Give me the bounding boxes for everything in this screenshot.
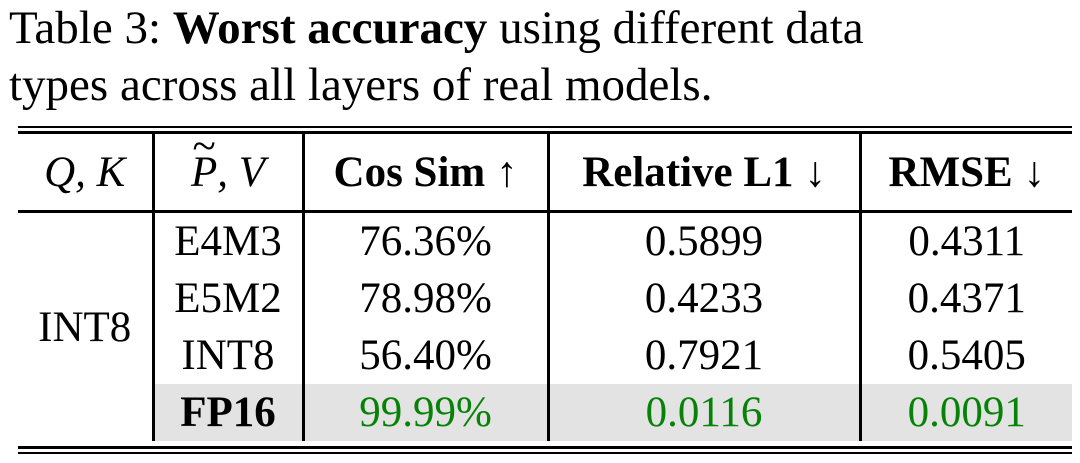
column-header-cos-sim: Cos Sim ↑ <box>301 134 548 213</box>
dtype-cell: E4M3 <box>151 211 303 270</box>
down-arrow-icon: ↓ <box>1023 148 1045 196</box>
dtype-cell: INT8 <box>151 327 303 384</box>
caption-prefix: Table 3: <box>9 2 173 54</box>
down-arrow-icon: ↓ <box>804 148 826 196</box>
p-tilde-symbol: ~ P <box>190 125 218 197</box>
caption-suffix: using different data <box>487 2 864 54</box>
p-char: P <box>190 148 218 196</box>
cos-sim-cell: 76.36% <box>301 211 548 270</box>
accuracy-table: Q, K ~ P, V Cos Sim ↑ Relative L1 ↓ RMSE … <box>18 125 1072 441</box>
column-header-relative-l1: Relative L1 ↓ <box>546 134 860 213</box>
table-bottom-rule <box>18 446 1072 454</box>
dtype-cell: E5M2 <box>151 270 303 327</box>
rmse-cell: 0.0091 <box>858 384 1072 441</box>
table-row-e5m2: E5M2 78.98% 0.4233 0.4371 <box>18 270 1072 327</box>
column-header-qk: Q, K <box>18 134 153 213</box>
tilde-accent: ~ <box>192 123 216 171</box>
table-row-fp16-highlighted: FP16 99.99% 0.0116 0.0091 <box>18 384 1072 441</box>
dtype-cell: FP16 <box>151 384 303 441</box>
relative-l1-cell: 0.5899 <box>546 211 860 270</box>
column-header-pv: ~ P, V <box>151 125 303 213</box>
rmse-cell: 0.4311 <box>858 211 1072 270</box>
results-table: Q, K ~ P, V Cos Sim ↑ Relative L1 ↓ RMSE … <box>18 125 1072 454</box>
caption-line-1: Table 3: Worst accuracy using different … <box>9 0 864 57</box>
rmse-label: RMSE <box>888 148 1013 196</box>
relative-l1-cell: 0.7921 <box>546 327 860 384</box>
cos-sim-cell: 78.98% <box>301 270 548 327</box>
table-top-rule <box>18 126 1072 134</box>
cos-sim-cell: 99.99% <box>301 384 548 441</box>
caption-line-2: types across all layers of real models. <box>9 59 713 111</box>
column-header-rmse: RMSE ↓ <box>858 134 1072 213</box>
relative-l1-cell: 0.4233 <box>546 270 860 327</box>
relative-l1-label: Relative L1 <box>582 148 794 196</box>
table-caption: Table 3: Worst accuracy using different … <box>9 0 864 114</box>
table-row-e4m3: INT8 E4M3 76.36% 0.5899 0.4311 <box>18 211 1072 351</box>
header-row: Q, K ~ P, V Cos Sim ↑ Relative L1 ↓ RMSE … <box>18 125 1072 213</box>
row-group-label-int8: INT8 <box>38 303 132 351</box>
rmse-cell: 0.4371 <box>858 270 1072 327</box>
pv-rest: , V <box>217 148 266 196</box>
cos-sim-label: Cos Sim <box>333 148 486 196</box>
relative-l1-cell: 0.0116 <box>546 384 860 441</box>
caption-bold-phrase: Worst accuracy <box>172 2 488 54</box>
table-row-int8: INT8 56.40% 0.7921 0.5405 <box>18 327 1072 384</box>
rmse-cell: 0.5405 <box>858 327 1072 384</box>
cos-sim-cell: 56.40% <box>301 327 548 384</box>
up-arrow-icon: ↑ <box>495 148 518 196</box>
